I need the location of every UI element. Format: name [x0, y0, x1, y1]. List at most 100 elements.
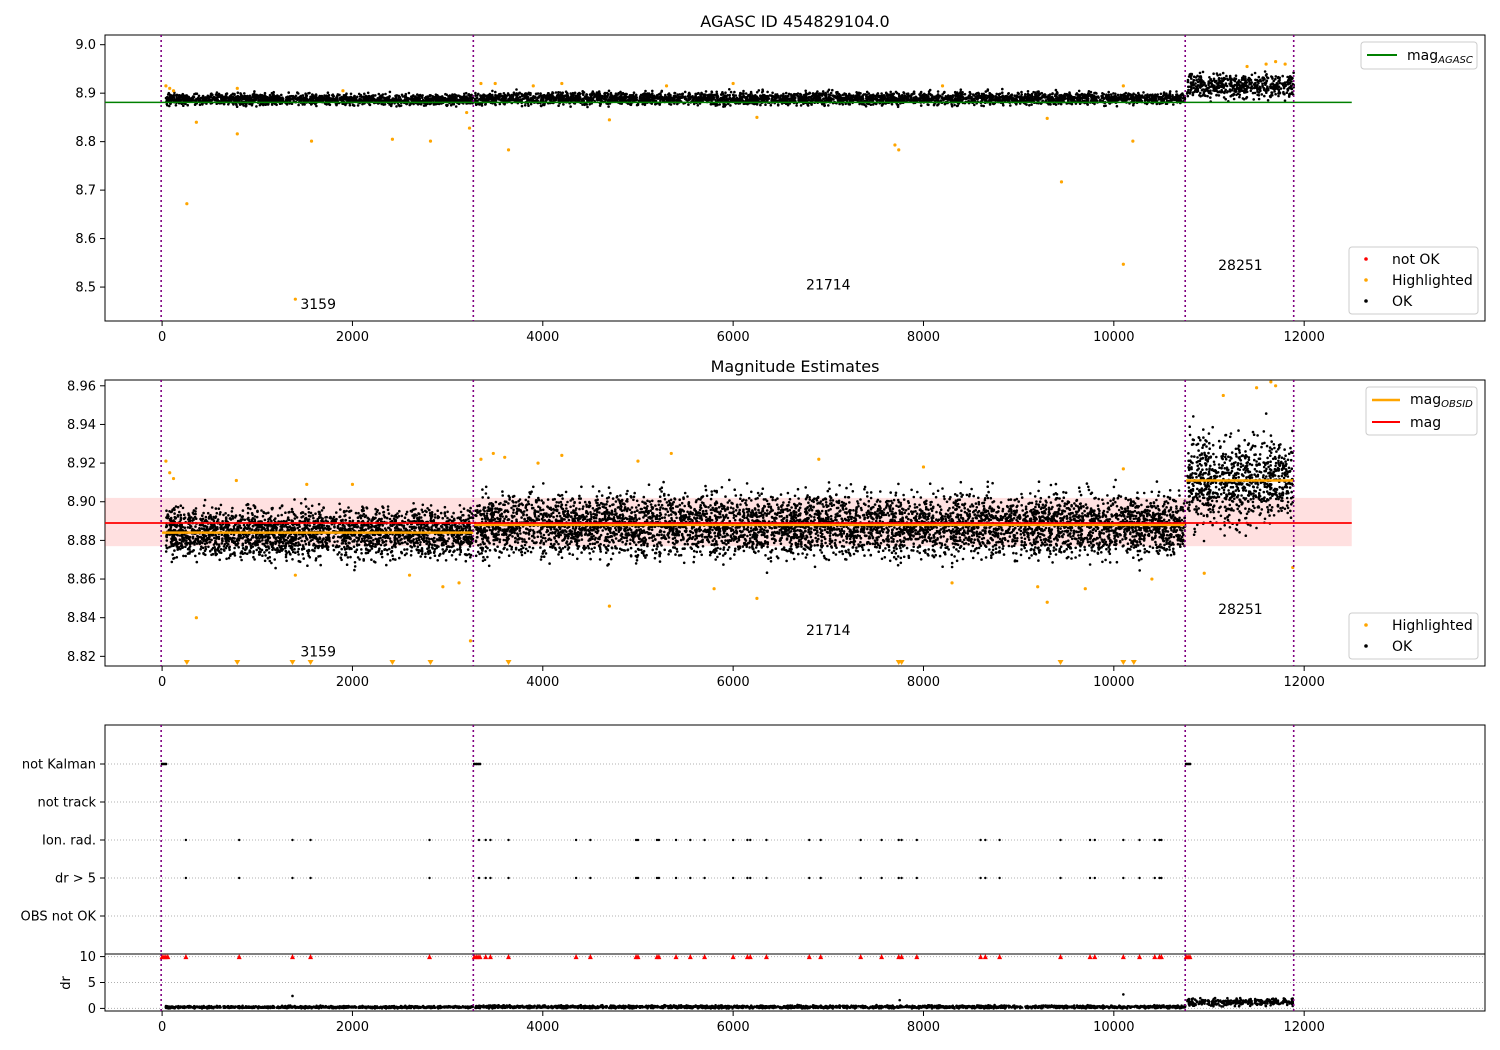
ok-point	[970, 95, 973, 99]
x-tick-label: 4000	[526, 330, 559, 345]
ok-point	[225, 96, 228, 99]
ok-point	[843, 92, 846, 95]
ok-point	[1168, 90, 1172, 93]
ok-point	[659, 98, 662, 102]
ok-point	[257, 98, 261, 101]
ok-point	[927, 103, 930, 107]
ok-point	[810, 97, 813, 101]
ok-point	[307, 92, 310, 95]
ok-point	[1002, 96, 1006, 99]
x-tick-label: 12000	[1283, 330, 1324, 345]
ok-point	[244, 97, 247, 101]
ok-point	[1016, 95, 1020, 99]
ok-point	[589, 95, 593, 99]
ok-point	[364, 94, 368, 98]
ok-point	[484, 103, 487, 106]
ok-point	[744, 92, 748, 95]
ok-point	[182, 104, 185, 107]
ok-point	[409, 102, 412, 106]
ok-point	[1024, 96, 1028, 100]
ok-point	[945, 97, 949, 100]
ok-point	[729, 104, 732, 107]
ok-point	[634, 93, 638, 97]
ok-point	[1059, 102, 1063, 106]
ok-point	[1110, 98, 1114, 102]
ok-point	[254, 98, 257, 101]
ok-point	[714, 98, 717, 102]
ok-point	[1102, 93, 1106, 96]
ok-point	[612, 96, 616, 100]
ok-point	[617, 92, 620, 95]
ok-point	[710, 93, 714, 97]
ok-point	[538, 94, 542, 98]
ok-point	[919, 90, 923, 94]
ok-point	[358, 95, 362, 98]
ok-point	[885, 97, 889, 100]
ok-point	[571, 98, 574, 101]
ok-point	[247, 97, 251, 101]
ok-point	[804, 89, 807, 93]
ok-point	[961, 93, 964, 96]
ok-point	[901, 99, 905, 102]
ok-point	[862, 93, 866, 96]
x-tick-label: 8000	[907, 330, 940, 345]
ok-point	[806, 104, 810, 107]
ok-point	[333, 98, 337, 101]
ok-point	[624, 94, 627, 97]
ok-point	[836, 90, 839, 94]
ok-point	[540, 104, 543, 108]
ok-point	[297, 97, 300, 100]
chart-title: AGASC ID 454829104.0	[700, 12, 889, 31]
ok-point	[669, 103, 673, 106]
ok-point	[723, 94, 726, 98]
ok-point	[1059, 94, 1063, 97]
ok-point	[259, 99, 263, 102]
ok-point	[167, 91, 171, 95]
ok-point	[453, 95, 457, 99]
ok-point	[962, 97, 965, 101]
ok-point	[896, 98, 899, 102]
ok-point	[892, 92, 896, 96]
ok-point	[297, 103, 300, 107]
ok-point	[598, 92, 601, 95]
ok-point	[1135, 95, 1139, 99]
ok-point	[1047, 102, 1050, 106]
ok-point	[1005, 98, 1009, 102]
ok-point	[980, 104, 983, 107]
ok-point	[681, 96, 684, 99]
ok-point	[818, 92, 821, 95]
ok-point	[541, 98, 545, 101]
ok-point	[523, 96, 527, 100]
ok-point	[431, 95, 435, 99]
ok-point	[1104, 96, 1108, 100]
ok-point	[742, 89, 745, 93]
ok-point	[436, 96, 440, 100]
ok-point	[451, 93, 454, 96]
ok-point	[816, 90, 819, 93]
ok-point	[739, 91, 742, 95]
ok-point	[390, 103, 393, 106]
ok-point	[641, 102, 644, 106]
ok-point	[263, 91, 267, 95]
ok-point	[880, 92, 883, 95]
ok-point	[1232, 97, 1236, 101]
ok-point	[374, 94, 377, 97]
ok-point	[1054, 88, 1058, 92]
ok-point	[479, 98, 482, 101]
ok-point	[290, 94, 293, 98]
ok-point	[557, 104, 560, 107]
ok-point	[578, 92, 582, 95]
ok-point	[1111, 96, 1114, 99]
ok-point	[1238, 95, 1241, 99]
ok-point	[497, 93, 501, 97]
ok-point	[224, 92, 228, 96]
ok-point	[953, 103, 956, 107]
ok-point	[198, 103, 202, 107]
ok-point	[496, 96, 499, 99]
ok-point	[796, 92, 800, 95]
ok-point	[544, 95, 547, 98]
ok-point	[411, 97, 415, 100]
ok-point	[214, 97, 217, 101]
ok-point	[220, 98, 223, 101]
ok-point	[251, 94, 255, 98]
